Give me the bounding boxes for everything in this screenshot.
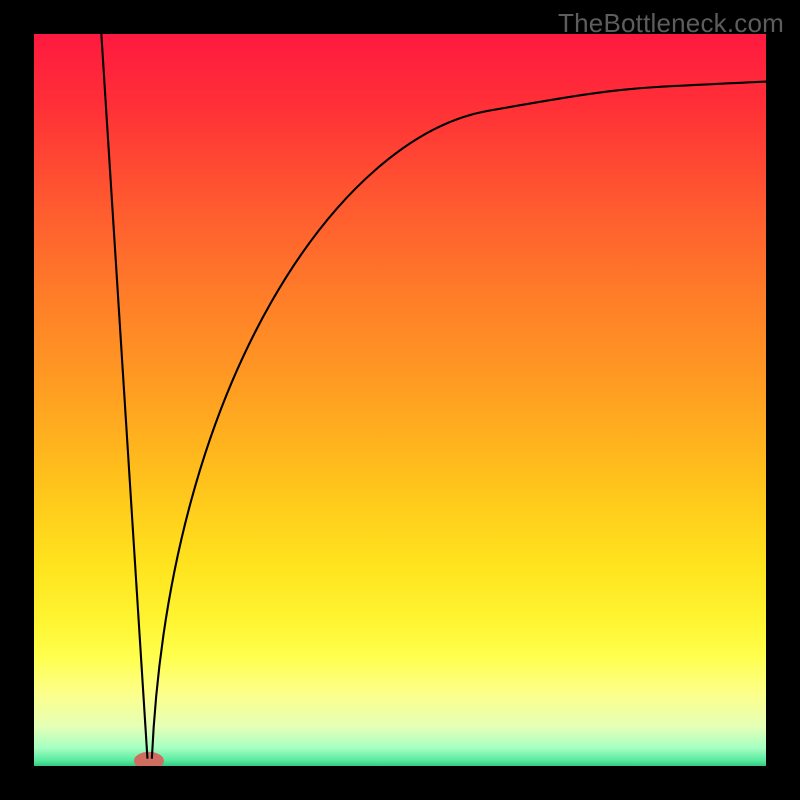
optimal-point-marker bbox=[134, 752, 164, 770]
watermark-text: TheBottleneck.com bbox=[558, 8, 784, 39]
chart-container: TheBottleneck.com bbox=[0, 0, 800, 800]
bottleneck-chart bbox=[0, 0, 800, 800]
gradient-background bbox=[34, 34, 766, 766]
